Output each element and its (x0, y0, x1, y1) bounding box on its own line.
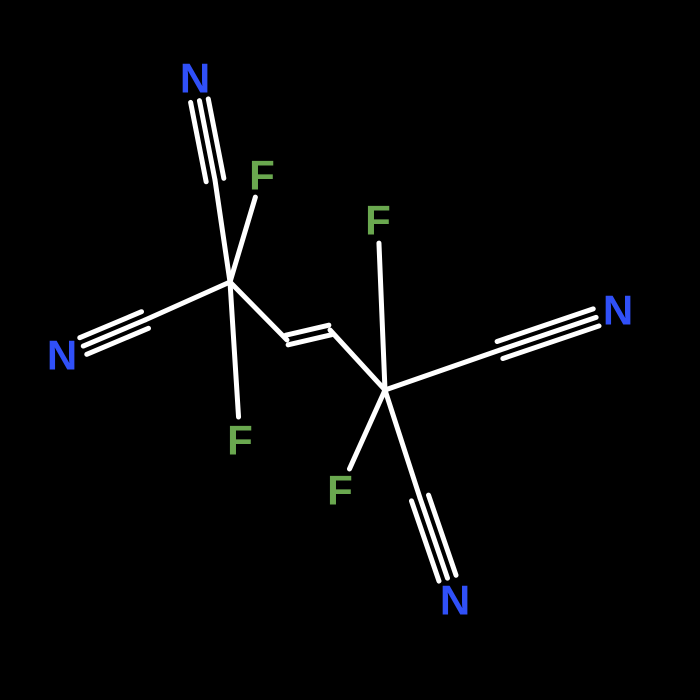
nitrogen-atom-label: N (440, 577, 470, 624)
bond (349, 390, 385, 469)
bond (379, 243, 385, 390)
bond (215, 180, 230, 282)
bond (145, 282, 230, 320)
bond (385, 390, 420, 498)
bond (230, 282, 239, 417)
fluorine-atom-label: F (327, 467, 353, 514)
fluorine-atom-label: F (249, 152, 275, 199)
molecule-diagram: F F F F N N N N (0, 0, 700, 700)
nitrogen-atom-label: N (603, 287, 633, 334)
fluorine-atom-label: F (227, 417, 253, 464)
bond (191, 99, 224, 182)
bond (411, 495, 456, 581)
nitrogen-atom-label: N (180, 55, 210, 102)
bond (230, 282, 287, 340)
fluorine-atom-label: F (365, 197, 391, 244)
bond (230, 197, 255, 282)
bond (80, 312, 149, 355)
bond (497, 309, 599, 359)
bond (330, 330, 385, 390)
bond (286, 325, 331, 345)
nitrogen-atom-label: N (47, 332, 77, 379)
bond (385, 350, 500, 390)
